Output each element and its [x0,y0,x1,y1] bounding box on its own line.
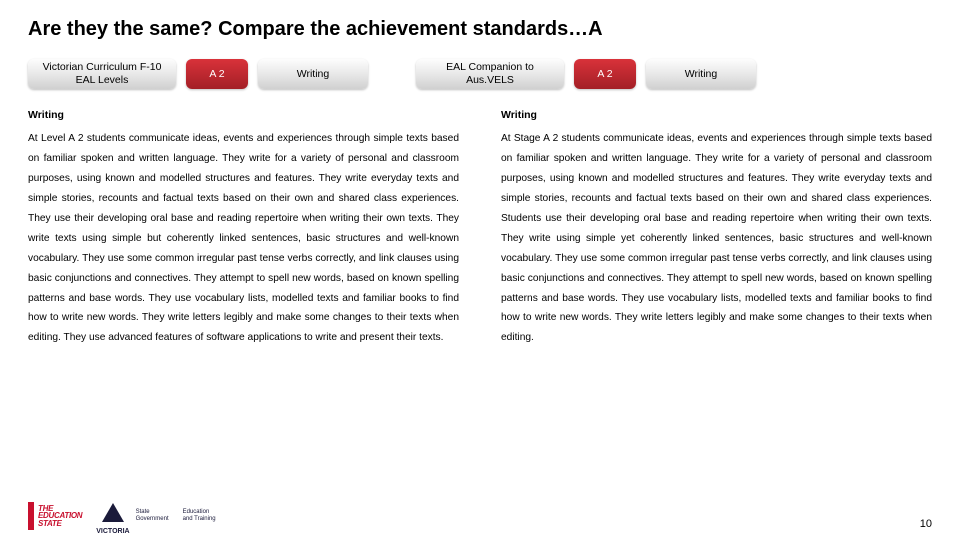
left-column: Writing At Level A 2 students communicat… [28,105,459,348]
right-column: Writing At Stage A 2 students communicat… [501,105,932,348]
comparison-columns: Writing At Level A 2 students communicat… [28,105,932,348]
pill-right-mode: Writing [646,59,756,89]
left-heading: Writing [28,105,459,125]
left-body: At Level A 2 students communicate ideas,… [28,129,459,348]
logo-edu-text: THE EDUCATION STATE [38,505,82,528]
pill-left-mode: Writing [258,59,368,89]
pills-row: Victorian Curriculum F-10 EAL Levels A 2… [28,59,932,89]
victoria-triangle-icon [102,503,124,522]
logo-education-state: THE EDUCATION STATE [28,502,82,530]
logo-vic-text: VICTORIA [96,528,129,535]
logo-red-bar-icon [28,502,34,530]
right-heading: Writing [501,105,932,125]
slide-title: Are they the same? Compare the achieveme… [28,18,932,41]
footer: THE EDUCATION STATE VICTORIA State Gover… [28,502,932,530]
logo-state-gov: State Government [136,509,169,522]
pill-right-level: A 2 [574,59,636,89]
logo-victoria: VICTORIA State Government [96,503,168,529]
pill-left-level: A 2 [186,59,248,89]
pill-left-curriculum: Victorian Curriculum F-10 EAL Levels [28,59,176,89]
logos: THE EDUCATION STATE VICTORIA State Gover… [28,502,216,530]
right-body: At Stage A 2 students communicate ideas,… [501,129,932,348]
pill-right-curriculum: EAL Companion to Aus.VELS [416,59,564,89]
logo-dept-edu: Education and Training [183,509,216,522]
page-number: 10 [920,518,932,530]
